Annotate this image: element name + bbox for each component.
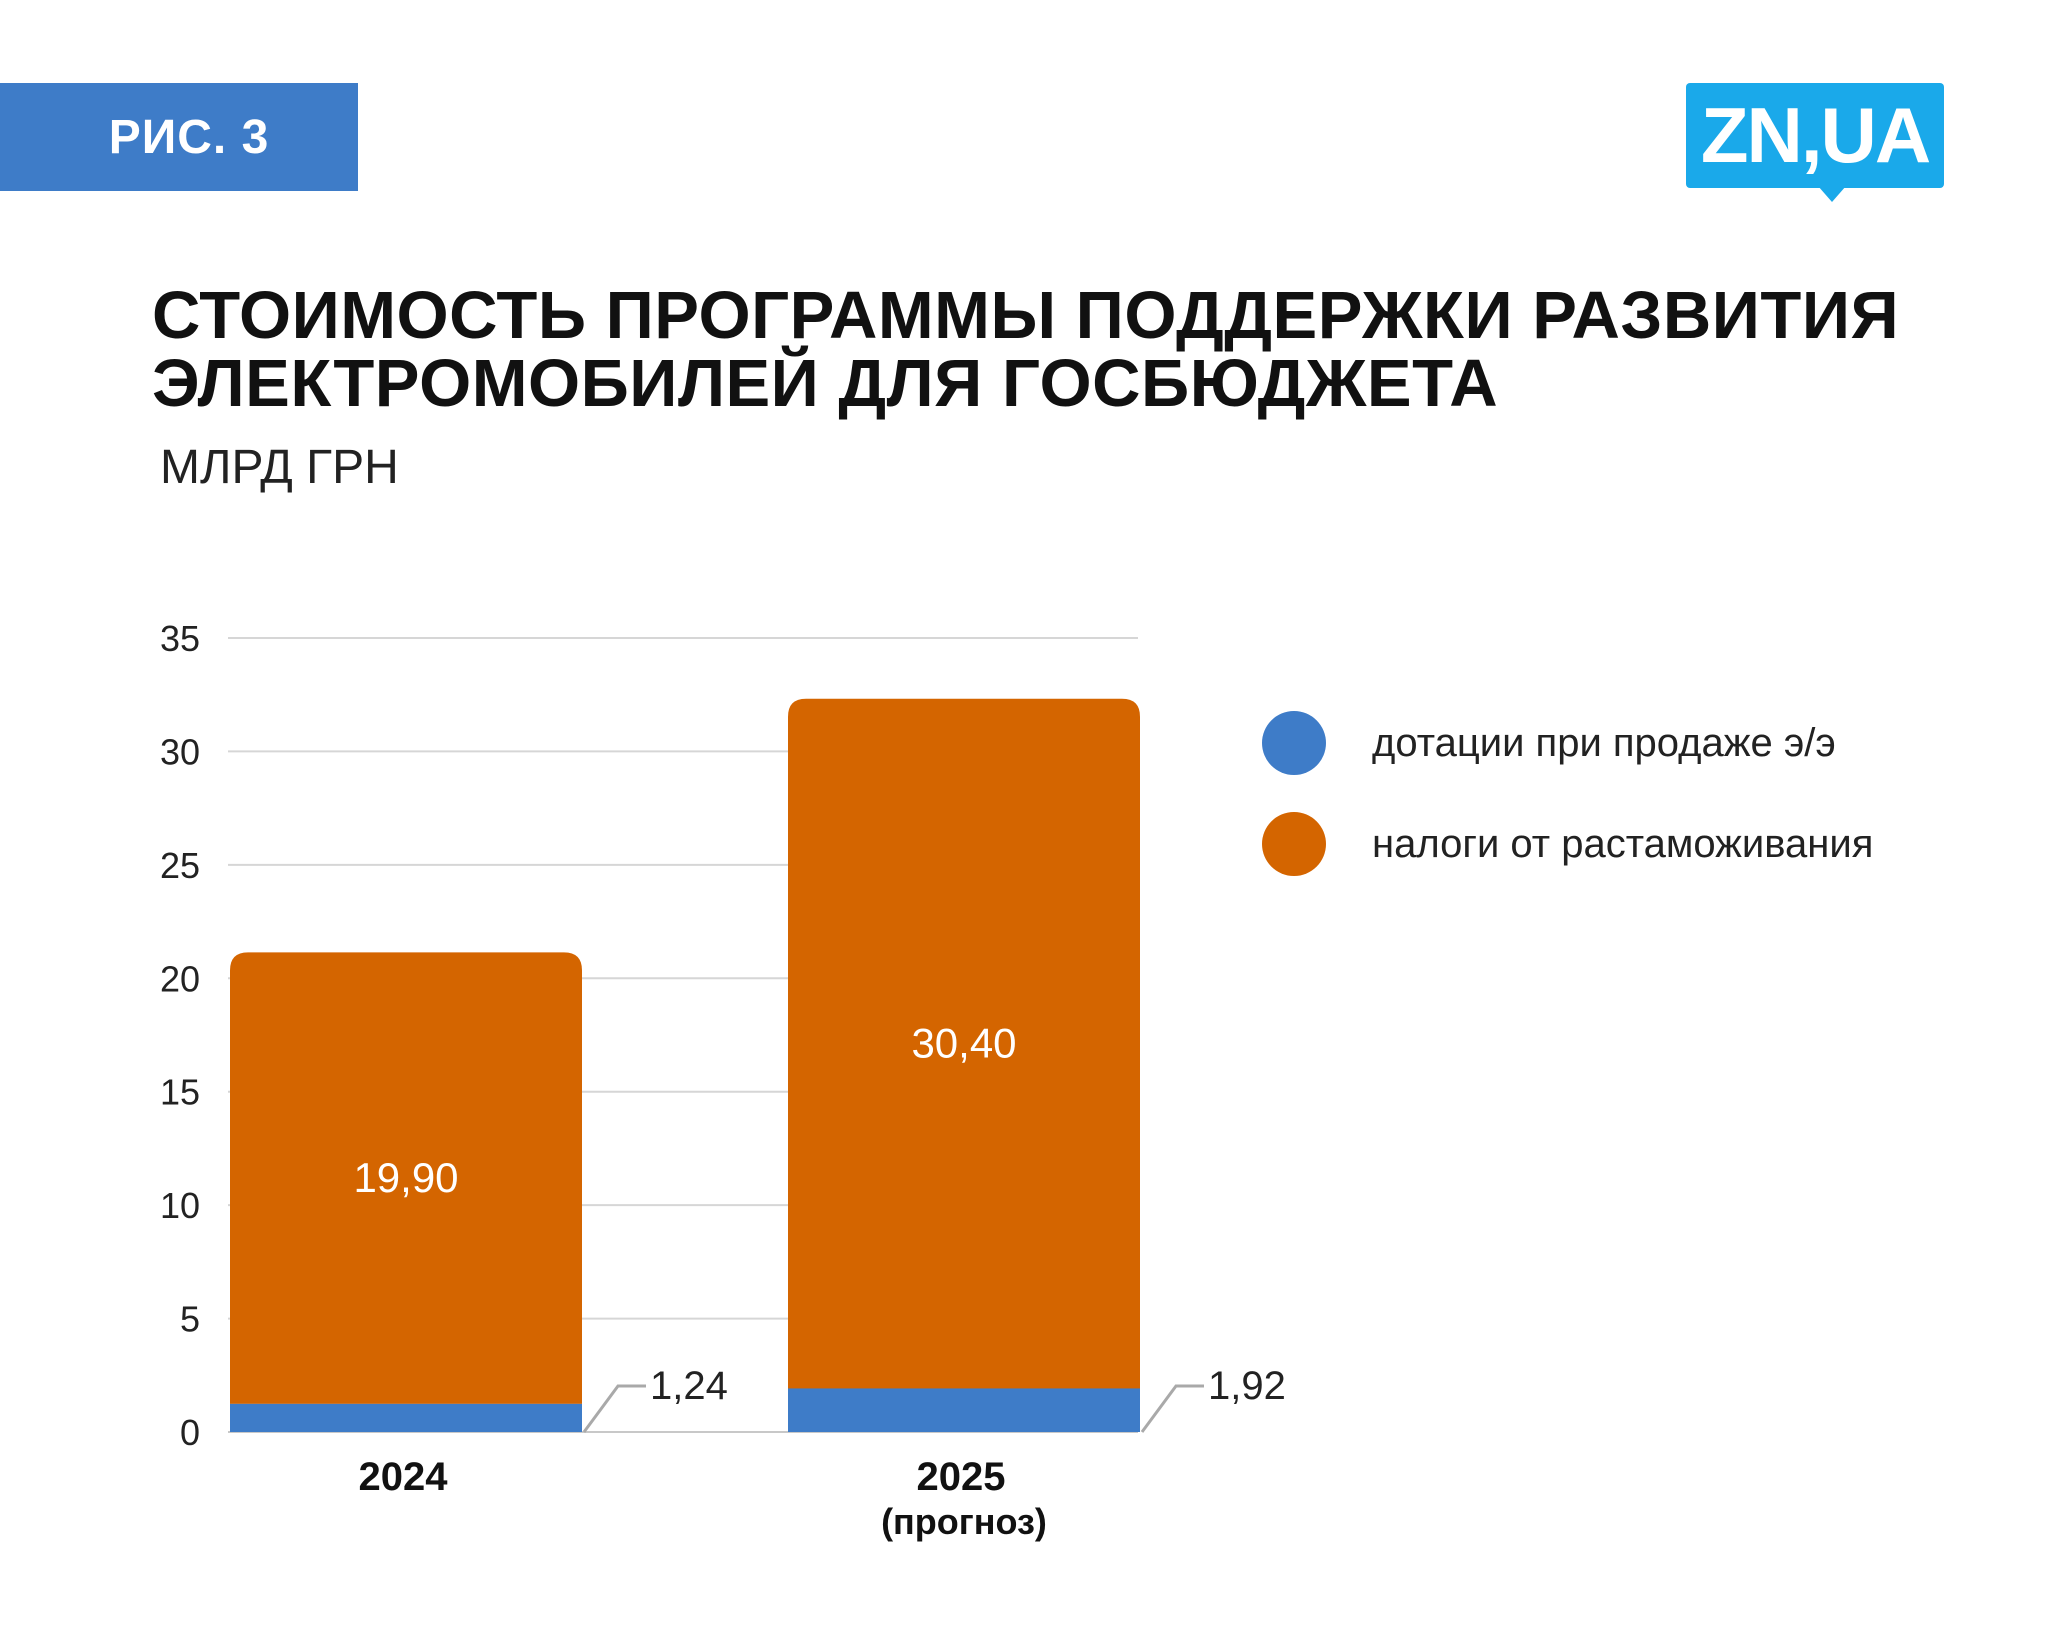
- x-tick-label: 2025: [917, 1455, 1006, 1499]
- data-label-subsidies: 1,24: [650, 1364, 728, 1408]
- x-tick-sublabel: (прогноз): [881, 1501, 1047, 1542]
- y-tick-label: 15: [160, 1072, 200, 1113]
- y-tick-label: 35: [160, 618, 200, 659]
- chart-title: СТОИМОСТЬ ПРОГРАММЫ ПОДДЕРЖКИ РАЗВИТИЯ Э…: [152, 278, 1900, 421]
- bar-segment-subsidies: [230, 1403, 582, 1432]
- data-label-subsidies: 1,92: [1208, 1364, 1286, 1408]
- data-label-leader-line: [582, 1384, 646, 1433]
- legend-label-subsidies: дотации при продаже э/э: [1372, 720, 1836, 765]
- y-tick-label: 10: [160, 1185, 200, 1226]
- data-label-customs-taxes: 30,40: [911, 1020, 1016, 1067]
- legend-item-subsidies: дотации при продаже э/э: [1262, 708, 1873, 778]
- legend-label-customs-taxes: налоги от растаможивания: [1372, 821, 1874, 866]
- y-tick-label: 20: [160, 958, 200, 999]
- bar-segment-customs-taxes: [230, 952, 582, 1404]
- y-tick-label: 30: [160, 731, 200, 772]
- chart-unit-label: МЛРД ГРН: [160, 441, 399, 494]
- legend-item-customs-taxes: налоги от растаможивания: [1262, 809, 1873, 879]
- bar-segment-customs-taxes: [788, 698, 1140, 1389]
- zn-ua-logo: ZN,UA: [1686, 83, 1944, 188]
- data-label-customs-taxes: 19,90: [353, 1154, 458, 1201]
- y-tick-label: 0: [180, 1412, 200, 1453]
- bar-segment-subsidies: [788, 1388, 1140, 1432]
- y-tick-label: 25: [160, 845, 200, 886]
- logo-speech-tail: [1818, 186, 1846, 202]
- legend-swatch-customs-taxes: [1262, 812, 1326, 876]
- chart-legend: дотации при продаже э/э налоги от растам…: [1262, 708, 1873, 910]
- y-tick-label: 5: [180, 1299, 200, 1340]
- figure-label: РИС. 3: [0, 83, 358, 191]
- legend-swatch-subsidies: [1262, 711, 1326, 775]
- x-tick-label: 2024: [359, 1455, 449, 1499]
- data-label-leader-line: [1140, 1384, 1204, 1433]
